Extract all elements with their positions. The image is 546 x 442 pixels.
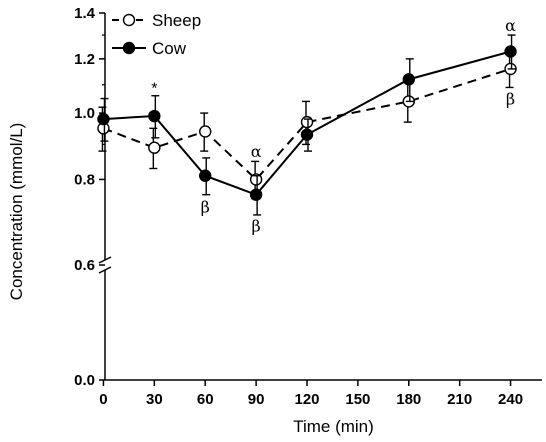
x-tick-label: 0 xyxy=(99,391,107,408)
series-layer xyxy=(97,34,517,216)
y-tick-label-break: 0.6 xyxy=(74,257,95,274)
x-tick-label: 30 xyxy=(146,391,163,408)
series-sheep xyxy=(97,50,517,200)
axis-break-mark xyxy=(98,256,112,264)
data-point-sheep xyxy=(199,125,212,138)
data-point-cow xyxy=(300,128,314,141)
x-tick-label: 120 xyxy=(294,391,319,408)
y-tick-label-zero: 0.0 xyxy=(74,372,95,389)
chart-axes xyxy=(98,13,542,381)
legend-label-sheep: Sheep xyxy=(152,11,201,30)
x-tick-label: 210 xyxy=(447,391,472,408)
data-point-cow xyxy=(504,45,517,58)
data-point-sheep xyxy=(249,173,263,186)
x-tick-label: 150 xyxy=(345,391,370,408)
significance-marker: * xyxy=(151,80,157,97)
axis-break-mark xyxy=(98,266,112,274)
legend-label-cow: Cow xyxy=(152,39,187,58)
x-tick-label: 240 xyxy=(498,391,523,408)
legend-marker-sheep xyxy=(122,13,136,27)
series-cow xyxy=(97,34,517,216)
data-point-cow xyxy=(199,169,212,182)
legend-marker-cow xyxy=(122,41,136,55)
data-point-cow xyxy=(402,73,415,86)
x-axis-title: Time (min) xyxy=(293,417,374,436)
x-tick-label: 60 xyxy=(197,391,214,408)
significance-marker: β xyxy=(506,90,515,109)
y-tick-label: 1.0 xyxy=(74,105,95,122)
significance-marker: β xyxy=(201,198,210,217)
x-tick-label: 90 xyxy=(248,391,265,408)
y-tick-label: 1.4 xyxy=(74,5,96,22)
data-point-cow xyxy=(97,112,110,126)
significance-marker: β xyxy=(251,217,260,236)
x-tick-label: 180 xyxy=(396,391,421,408)
data-point-cow xyxy=(249,188,263,201)
annotation-layer: * α β β α β xyxy=(151,16,516,236)
chart-legend: Sheep Cow xyxy=(112,11,201,58)
y-tick-label: 0.8 xyxy=(74,171,95,188)
significance-marker: α xyxy=(251,142,262,161)
data-point-sheep xyxy=(148,141,161,154)
significance-marker: α xyxy=(505,16,516,35)
data-point-cow xyxy=(148,109,161,123)
y-axis-ticks: 0.8 1.0 1.2 1.4 0.6 0.0 xyxy=(74,5,105,389)
x-axis-ticks: 0 30 60 90 120 150 180 210 240 xyxy=(99,380,523,408)
y-axis-title: Concentration (mmol/L) xyxy=(7,123,26,301)
data-point-sheep xyxy=(300,115,314,129)
y-tick-label: 1.2 xyxy=(74,51,95,68)
